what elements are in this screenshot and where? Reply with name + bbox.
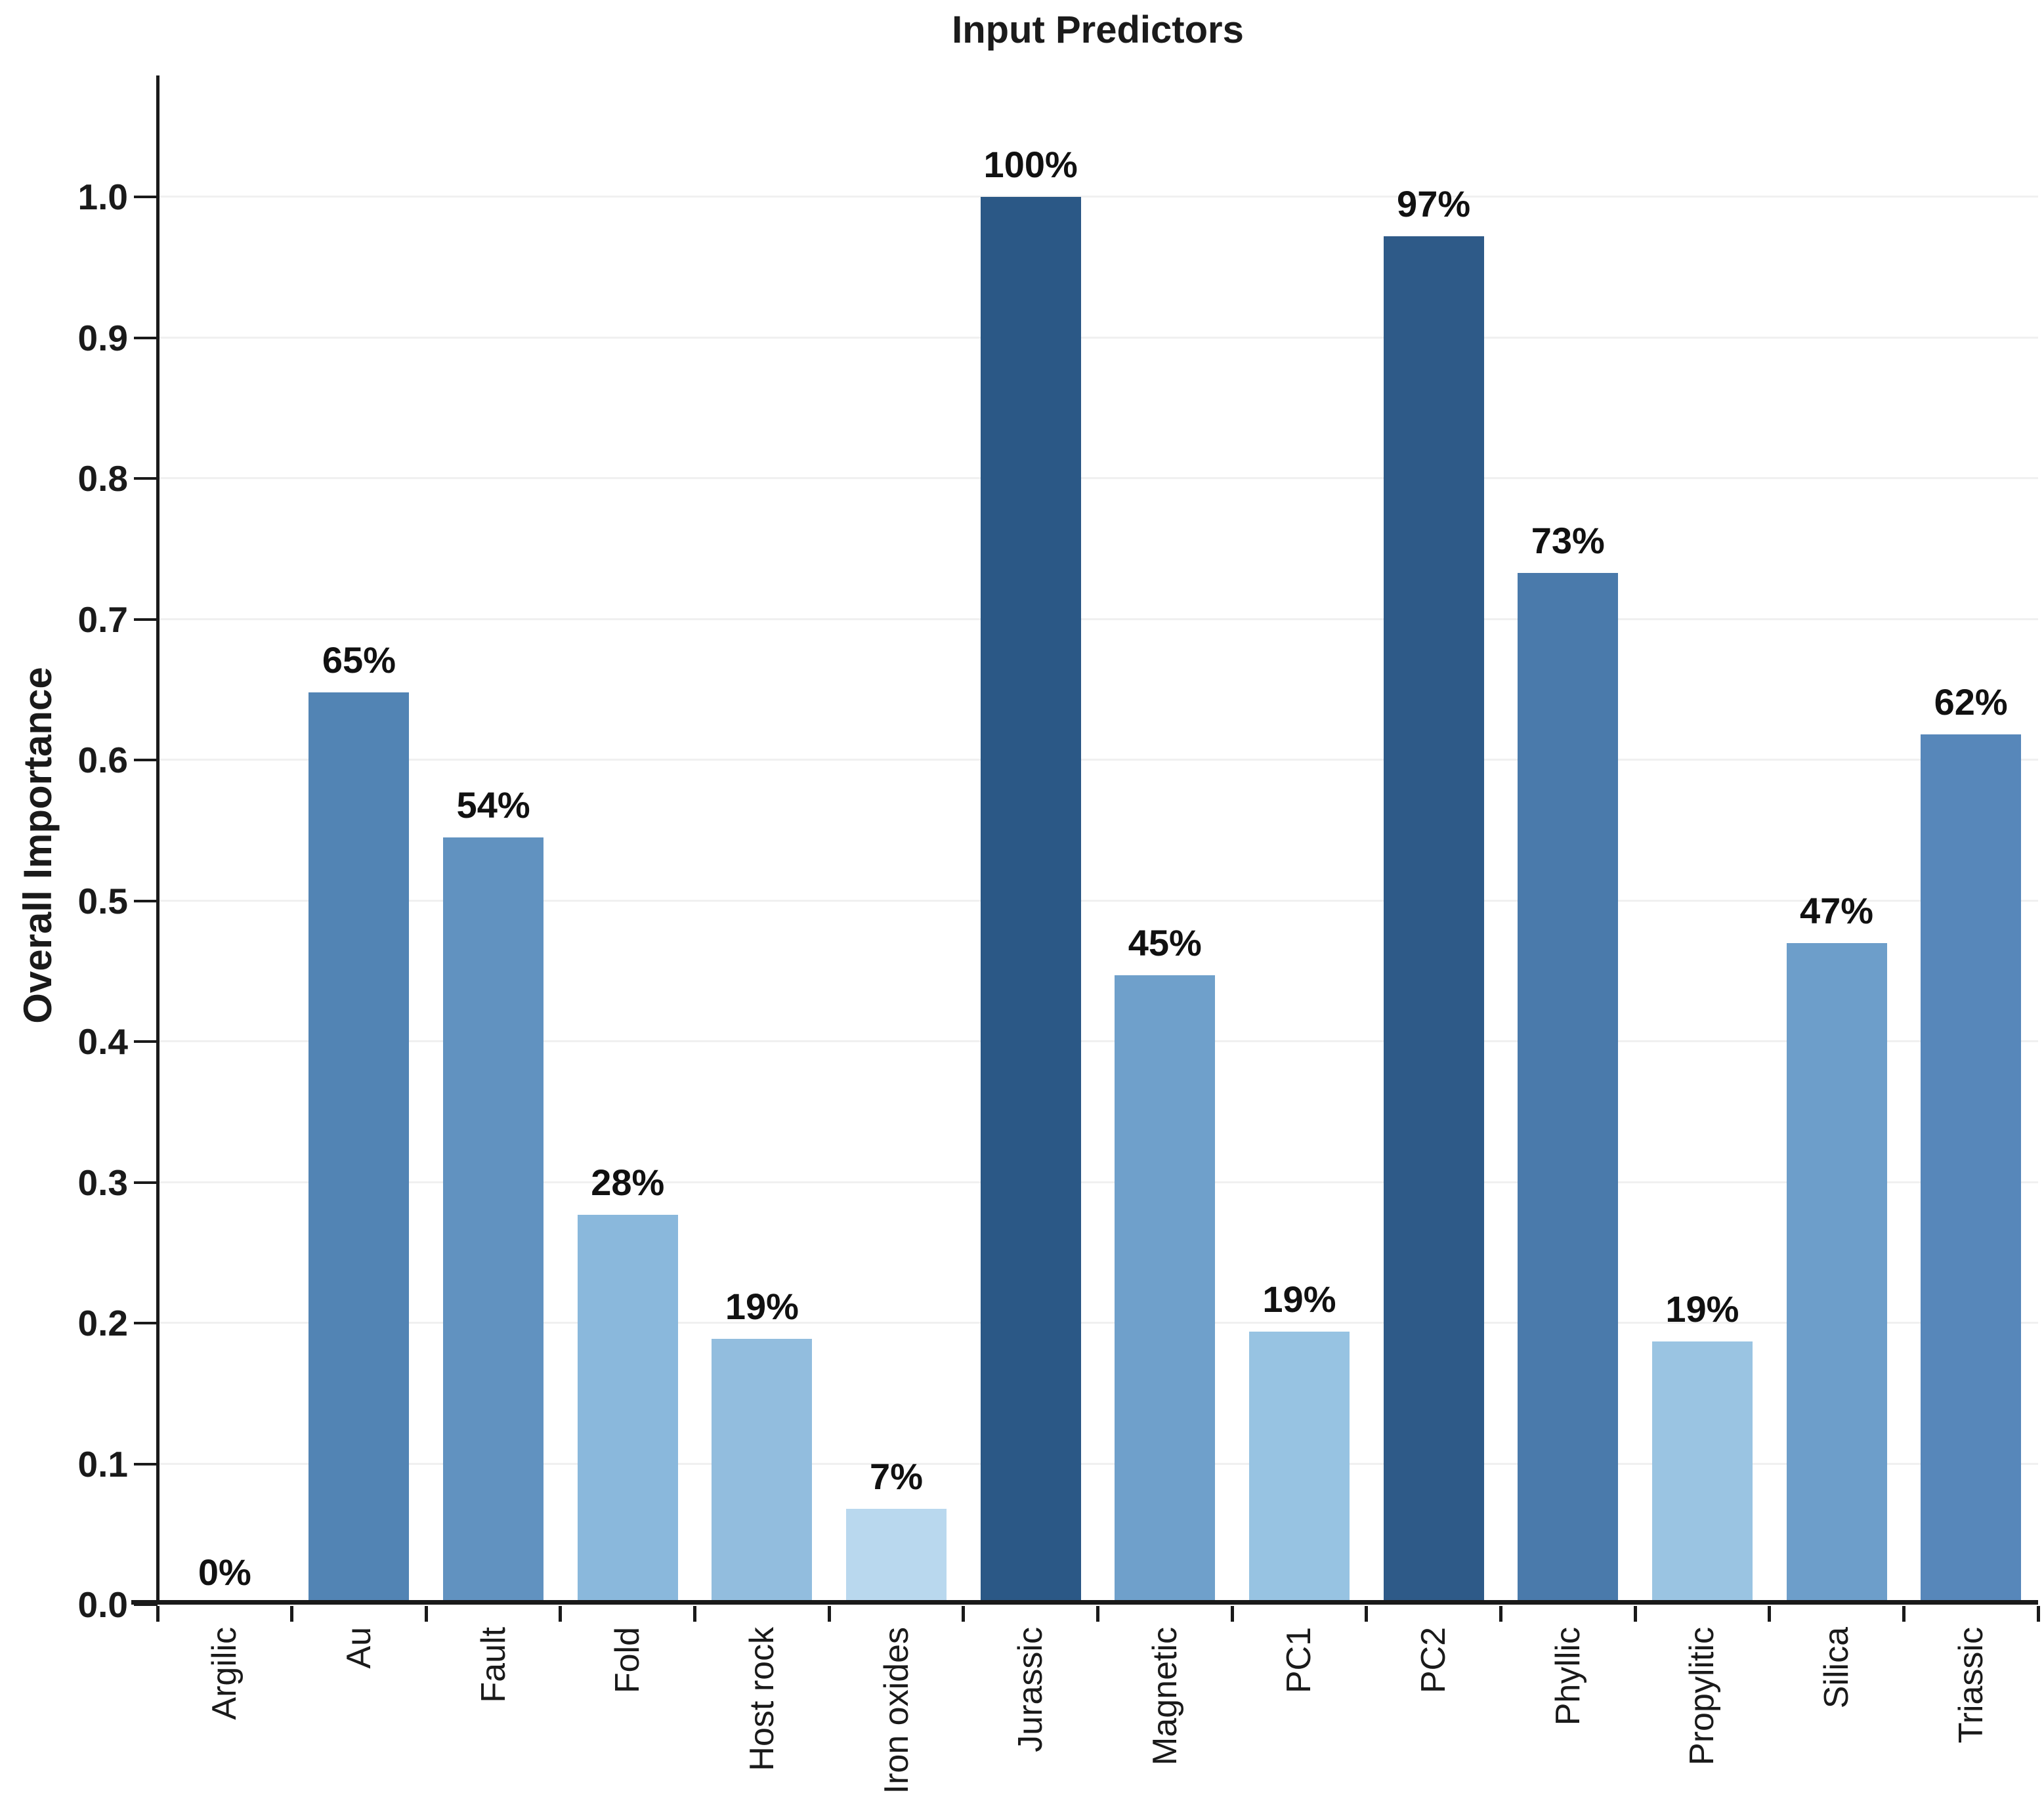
x-tick — [1096, 1606, 1099, 1622]
y-tick-label: 0.0 — [77, 1584, 128, 1625]
y-tick — [134, 1040, 158, 1043]
gridline — [158, 477, 2038, 479]
y-tick — [134, 759, 158, 761]
bar-pc2 — [1383, 236, 1484, 1605]
x-tick — [1499, 1606, 1502, 1622]
x-tick — [290, 1606, 294, 1622]
y-tick-label: 0.6 — [77, 740, 128, 780]
x-tick — [1633, 1606, 1637, 1622]
bar-value-label: 19% — [725, 1285, 799, 1327]
x-tick — [559, 1606, 563, 1622]
y-tick — [134, 1603, 158, 1606]
chart-title: Input Predictors — [952, 9, 1244, 51]
x-category-label: Host rock — [742, 1627, 781, 1771]
x-tick — [962, 1606, 966, 1622]
gridline — [158, 196, 2038, 198]
bar-phyllic — [1518, 572, 1619, 1605]
x-tick — [1365, 1606, 1369, 1622]
y-tick — [134, 1181, 158, 1184]
gridline — [158, 618, 2038, 620]
y-tick-label: 0.8 — [77, 458, 128, 499]
y-tick — [134, 1322, 158, 1324]
x-category-label: Fold — [608, 1627, 647, 1694]
x-tick — [2036, 1606, 2040, 1622]
y-tick — [134, 899, 158, 902]
bar-fault — [443, 837, 544, 1605]
bar-host-rock — [712, 1338, 813, 1605]
y-tick-label: 0.5 — [77, 880, 128, 921]
x-category-label: Argilic — [205, 1627, 244, 1720]
gridline — [158, 336, 2038, 339]
x-axis-line — [131, 1600, 2038, 1605]
x-tick — [1230, 1606, 1234, 1622]
bar-silica — [1786, 942, 1887, 1605]
x-tick — [1768, 1606, 1772, 1622]
bar-fold — [577, 1214, 678, 1605]
gridline — [158, 1181, 2038, 1183]
bar-propylitic — [1651, 1341, 1753, 1605]
bar-jurassic — [980, 197, 1081, 1605]
x-tick — [693, 1606, 697, 1622]
y-tick-label: 0.4 — [77, 1021, 128, 1062]
y-tick-label: 0.3 — [77, 1162, 128, 1203]
y-tick — [134, 196, 158, 198]
bar-value-label: 45% — [1128, 922, 1202, 964]
gridline — [158, 1322, 2038, 1324]
x-category-label: Fault — [474, 1627, 513, 1703]
bar-value-label: 100% — [983, 144, 1078, 185]
bar-value-label: 28% — [591, 1161, 665, 1203]
gridline — [158, 1040, 2038, 1042]
bar-value-label: 7% — [870, 1456, 923, 1498]
x-category-label: Phyllic — [1548, 1627, 1587, 1726]
y-tick — [134, 1462, 158, 1466]
y-axis-line — [156, 75, 160, 1605]
y-tick-label: 0.2 — [77, 1303, 128, 1343]
gridline — [158, 759, 2038, 761]
y-tick-label: 0.1 — [77, 1443, 128, 1485]
y-tick — [134, 477, 158, 480]
bar-pc1 — [1248, 1331, 1350, 1605]
bar-value-label: 54% — [456, 784, 530, 826]
x-category-label: Jurassic — [1011, 1627, 1050, 1752]
y-tick — [134, 336, 158, 339]
x-tick — [827, 1606, 831, 1622]
bar-au — [309, 692, 410, 1605]
bar-value-label: 19% — [1262, 1278, 1336, 1320]
x-category-label: Au — [339, 1627, 378, 1669]
x-category-label: Triassic — [1951, 1627, 1990, 1744]
y-axis-title: Overall Importance — [16, 667, 60, 1024]
bar-value-label: 97% — [1397, 183, 1471, 225]
bar-value-label: 0% — [198, 1551, 251, 1593]
bar-magnetic — [1115, 975, 1216, 1605]
bar-triassic — [1921, 734, 2022, 1605]
x-tick — [424, 1606, 428, 1622]
x-category-label: Silica — [1818, 1627, 1856, 1709]
y-tick-label: 1.0 — [77, 177, 128, 217]
x-tick — [156, 1606, 160, 1622]
x-category-label: Iron oxides — [877, 1627, 916, 1794]
plot-area: 0.0 0.1 0.2 0.3 0.4 0.5 0.6 0.7 0.8 0.9 1.0 0% 65% 5… — [78, 75, 2040, 1794]
bar-iron-oxides — [846, 1509, 947, 1605]
bar-value-label: 47% — [1799, 889, 1874, 931]
y-tick-label: 0.7 — [77, 599, 128, 640]
x-category-label: Propylitic — [1683, 1627, 1722, 1765]
y-tick — [134, 618, 158, 621]
x-category-label: PC1 — [1280, 1627, 1319, 1694]
y-tick-label: 0.9 — [77, 317, 128, 358]
gridline — [158, 1462, 2038, 1465]
gridline — [158, 899, 2038, 902]
x-tick — [1902, 1606, 1906, 1622]
bar-value-label: 62% — [1934, 681, 2008, 723]
bar-value-label: 65% — [322, 639, 396, 681]
bar-value-label: 73% — [1531, 519, 1605, 561]
x-category-label: Magnetic — [1145, 1627, 1184, 1765]
x-category-label: PC2 — [1415, 1627, 1453, 1694]
bar-value-label: 19% — [1665, 1288, 1739, 1330]
